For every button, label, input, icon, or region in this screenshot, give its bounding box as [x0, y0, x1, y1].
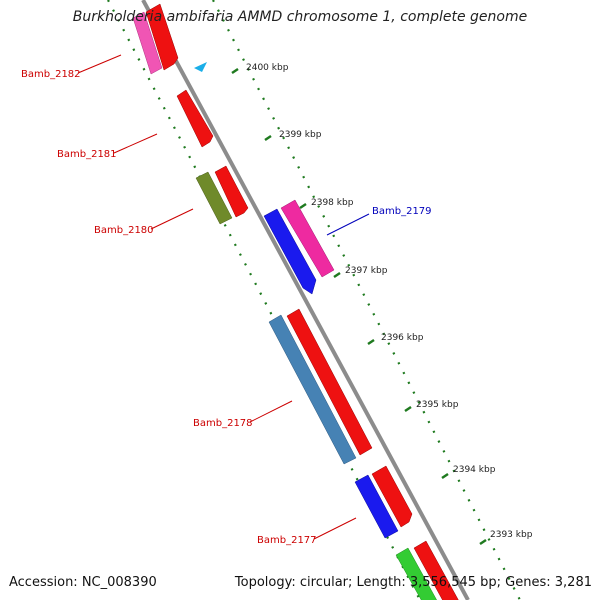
gene-label-bamb-2178[interactable]: Bamb_2178: [193, 418, 253, 429]
leader-line: [113, 133, 158, 154]
gene-bamb-2181[interactable]: [176, 89, 214, 148]
major-tick: [333, 271, 341, 279]
gene-label-bamb-2180[interactable]: Bamb_2180: [94, 225, 154, 236]
genome-summary-text: Topology: circular; Length: 3,556,545 bp…: [234, 575, 592, 590]
major-ticks: [231, 67, 487, 546]
major-tick: [441, 472, 449, 480]
gene-bamb-2180[interactable]: [195, 171, 233, 225]
leader-line: [313, 517, 357, 540]
gene-bottom-red[interactable]: [413, 540, 460, 600]
gene-label-bamb-2177[interactable]: Bamb_2177: [257, 535, 317, 546]
tick-labels: 2400 kbp 2399 kbp 2398 kbp 2397 kbp 2396…: [246, 63, 533, 540]
gene-label-bamb-2179[interactable]: Bamb_2179: [372, 206, 432, 217]
leader-line: [249, 400, 293, 423]
gene-label-bamb-2181[interactable]: Bamb_2181: [57, 149, 117, 160]
chromosome-backbone: [141, 0, 470, 600]
major-tick: [479, 538, 487, 546]
major-tick: [264, 134, 272, 142]
gene-bamb-2179[interactable]: [280, 199, 335, 278]
leader-line: [326, 213, 370, 236]
gene-bamb-2182-partner[interactable]: [132, 11, 163, 75]
gene-bamb-2179-partner[interactable]: [263, 208, 317, 295]
gene-bamb-2182[interactable]: [145, 3, 179, 71]
gene-bamb-2177[interactable]: [354, 474, 399, 539]
major-tick: [231, 67, 239, 75]
leader-line: [77, 54, 122, 74]
gene-bamb-2177-partner[interactable]: [371, 465, 413, 528]
tick-label: 2398 kbp: [311, 198, 354, 208]
gene-bamb-2180-partner[interactable]: [214, 165, 249, 218]
gene-bottom-green[interactable]: [395, 547, 440, 600]
tick-label: 2400 kbp: [246, 63, 289, 73]
major-tick: [404, 405, 412, 413]
position-marker: [194, 62, 207, 72]
gene-features: [132, 3, 460, 600]
tick-label: 2397 kbp: [345, 266, 388, 276]
leader-line: [150, 208, 194, 230]
tick-label: 2393 kbp: [490, 530, 533, 540]
major-tick: [367, 338, 375, 346]
tick-label: 2395 kbp: [416, 400, 459, 410]
label-leaders: [77, 54, 370, 540]
accession-text: Accession: NC_008390: [9, 575, 157, 590]
map-title: Burkholderia ambifaria AMMD chromosome 1…: [72, 9, 528, 25]
tick-label: 2394 kbp: [453, 465, 496, 475]
tick-track-outer: [212, 0, 521, 600]
tick-label: 2399 kbp: [279, 130, 322, 140]
tick-label: 2396 kbp: [381, 333, 424, 343]
gene-bamb-2178-partner[interactable]: [286, 308, 373, 456]
gene-bamb-2178[interactable]: [268, 314, 357, 465]
gene-label-bamb-2182[interactable]: Bamb_2182: [21, 69, 81, 80]
gene-labels: Bamb_2182 Bamb_2181 Bamb_2180 Bamb_2179 …: [21, 69, 432, 546]
major-tick: [299, 202, 307, 210]
